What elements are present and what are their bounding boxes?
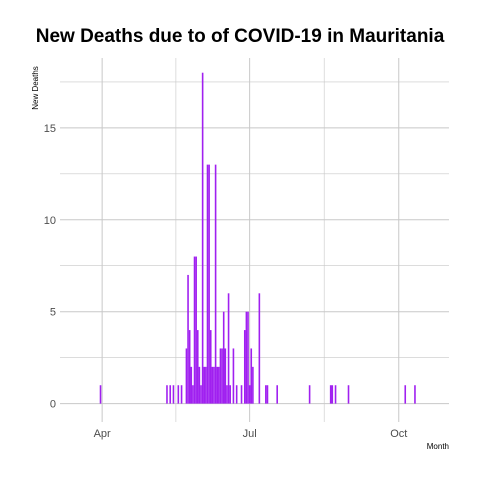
bar bbox=[329, 385, 332, 404]
bar bbox=[414, 385, 416, 404]
bar bbox=[232, 348, 235, 404]
bar bbox=[245, 311, 248, 404]
bar bbox=[180, 385, 183, 404]
bar bbox=[218, 366, 220, 404]
bar bbox=[211, 366, 214, 404]
bar-layer bbox=[99, 72, 416, 404]
bar bbox=[198, 366, 201, 404]
bar bbox=[226, 385, 228, 404]
bar bbox=[227, 293, 230, 404]
bar bbox=[224, 348, 227, 404]
bar bbox=[334, 385, 337, 404]
bar bbox=[209, 330, 212, 404]
bar bbox=[188, 330, 191, 404]
bar bbox=[219, 348, 222, 404]
bar bbox=[331, 385, 334, 404]
bar bbox=[205, 366, 207, 404]
bar bbox=[265, 385, 267, 404]
y-tick-label: 10 bbox=[44, 215, 56, 227]
bar bbox=[248, 385, 251, 404]
bar bbox=[206, 164, 209, 404]
bar bbox=[347, 385, 350, 404]
grid-layer bbox=[60, 58, 449, 422]
bar bbox=[213, 366, 215, 404]
y-tick-label: 0 bbox=[50, 399, 56, 411]
x-tick-label: Jul bbox=[243, 428, 257, 440]
x-tick-label: Oct bbox=[390, 428, 407, 440]
bar bbox=[192, 385, 194, 404]
bar bbox=[193, 256, 196, 404]
bar bbox=[250, 348, 253, 404]
bar bbox=[308, 385, 311, 404]
bar bbox=[276, 385, 278, 404]
bar bbox=[252, 366, 254, 404]
bar bbox=[266, 385, 269, 404]
bar bbox=[200, 385, 202, 404]
bar bbox=[235, 385, 238, 404]
bar bbox=[99, 385, 102, 404]
bar bbox=[240, 385, 243, 404]
bar bbox=[166, 385, 168, 404]
bar bbox=[172, 385, 175, 404]
label-layer: 0 5 10 15 Apr Jul Oct bbox=[44, 123, 408, 440]
y-tick-label: 15 bbox=[44, 123, 56, 135]
bar bbox=[258, 293, 261, 404]
bar bbox=[185, 348, 188, 404]
bar bbox=[195, 256, 197, 404]
y-axis-title: New Deaths bbox=[31, 66, 40, 110]
bar bbox=[201, 72, 204, 404]
bar bbox=[187, 274, 189, 404]
bar bbox=[169, 385, 172, 404]
bar bbox=[203, 366, 206, 404]
bar bbox=[177, 385, 180, 404]
bar bbox=[208, 164, 210, 404]
chart-title: New Deaths due to of COVID-19 in Maurita… bbox=[35, 26, 445, 47]
x-tick-label: Apr bbox=[94, 428, 111, 440]
bar bbox=[214, 164, 217, 404]
y-tick-label: 5 bbox=[50, 307, 56, 319]
bar bbox=[229, 385, 231, 404]
bar bbox=[247, 311, 249, 404]
bar bbox=[222, 311, 225, 404]
x-axis-title: Month bbox=[427, 442, 449, 451]
bar bbox=[216, 366, 219, 404]
bar bbox=[190, 366, 193, 404]
bar bbox=[243, 330, 246, 404]
bar bbox=[221, 348, 223, 404]
bar bbox=[404, 385, 407, 404]
bar bbox=[196, 330, 199, 404]
